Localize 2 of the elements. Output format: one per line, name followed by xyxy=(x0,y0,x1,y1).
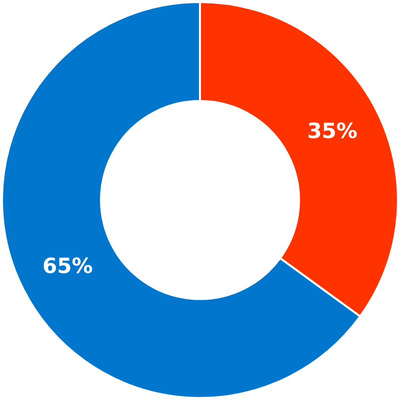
data-label: 35% xyxy=(307,119,358,144)
data-label: 65% xyxy=(42,254,93,278)
